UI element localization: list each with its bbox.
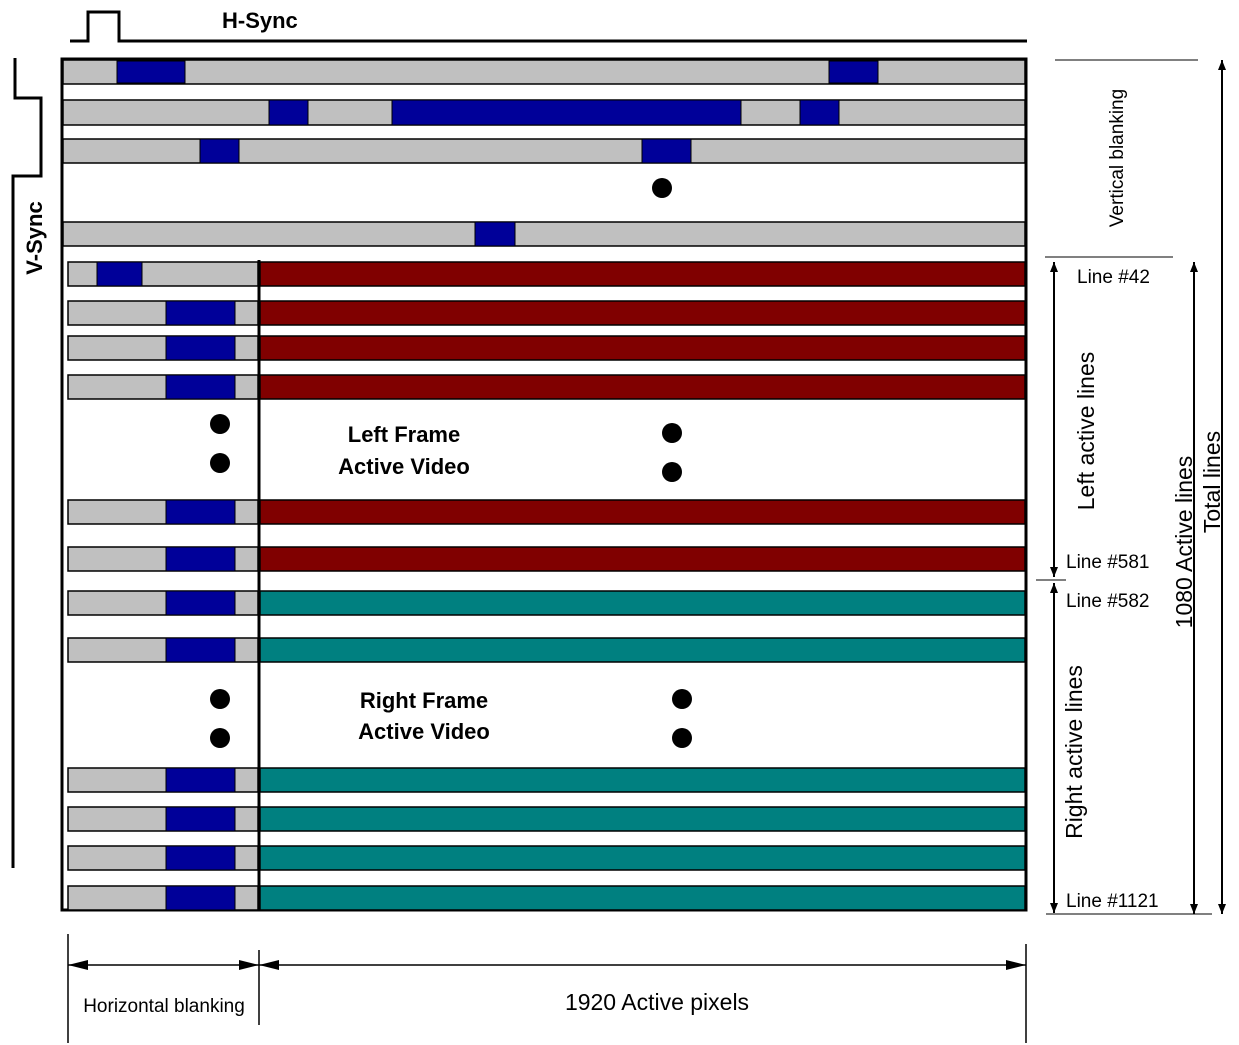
right-active-lines-label: Right active lines: [1061, 665, 1087, 839]
active-pixels-label: 1920 Active pixels: [565, 989, 749, 1015]
hsync-waveform: [70, 10, 1027, 43]
sync-pulse: [165, 374, 236, 400]
ellipsis-dot: [210, 689, 230, 709]
right-active-segment: [259, 590, 1026, 616]
left-active-segment: [259, 300, 1026, 326]
vsync-label: V-Sync: [22, 201, 47, 274]
vsync-waveform: [11, 58, 43, 868]
sync-pulse: [641, 138, 692, 164]
sync-pulse: [268, 99, 309, 126]
left-active-segment: [259, 374, 1026, 400]
active-line-first: [67, 261, 1026, 287]
line-1121-label: Line #1121: [1066, 891, 1159, 912]
right-active-segment: [259, 806, 1026, 832]
ellipsis-dot: [210, 728, 230, 748]
sync-pulse: [165, 767, 236, 793]
sync-pulse: [391, 99, 742, 126]
ellipsis-dot: [672, 689, 692, 709]
left-active-segment: [259, 546, 1026, 572]
line-42-label: Line #42: [1077, 267, 1150, 288]
sync-pulse: [96, 261, 143, 287]
sync-pulse: [199, 138, 240, 164]
vertical-blanking-rows: [62, 59, 1026, 247]
sync-pulse: [165, 300, 236, 326]
right-frame-label-line2: Active Video: [358, 719, 490, 744]
ellipsis-dot: [210, 414, 230, 434]
sync-pulse: [474, 221, 516, 247]
sync-pulse: [165, 335, 236, 361]
right-active-segment: [259, 885, 1026, 911]
right-frame-lines: Right Frame Active Video: [67, 590, 1026, 911]
right-active-segment: [259, 767, 1026, 793]
left-active-lines-label: Left active lines: [1073, 352, 1099, 511]
ellipsis-dot: [652, 178, 672, 198]
line-582-label: Line #582: [1066, 591, 1149, 612]
sync-pulse: [828, 60, 879, 84]
total-lines-label: Total lines: [1199, 431, 1225, 533]
vertical-blanking-label: Vertical blanking: [1107, 89, 1128, 227]
sync-pulse: [116, 60, 186, 84]
right-active-segment: [259, 637, 1026, 663]
sync-pulse: [165, 845, 236, 871]
sync-pulse: [165, 637, 236, 663]
sync-pulse: [165, 885, 236, 911]
left-active-segment: [259, 261, 1026, 287]
horizontal-blanking-label: Horizontal blanking: [83, 996, 245, 1017]
sync-pulse: [165, 546, 236, 572]
left-active-segment: [259, 499, 1026, 525]
sync-pulse: [799, 99, 840, 126]
vblank-row: [62, 221, 1026, 247]
line-581-label: Line #581: [1066, 552, 1149, 573]
sync-pulse: [165, 806, 236, 832]
active-lines-1080-label: 1080 Active lines: [1171, 456, 1197, 629]
ellipsis-dot: [672, 728, 692, 748]
right-active-segment: [259, 845, 1026, 871]
sync-pulse: [165, 499, 236, 525]
hsync-label: H-Sync: [222, 8, 298, 33]
ellipsis-dot: [662, 462, 682, 482]
ellipsis-dot: [210, 453, 230, 473]
right-frame-label-line1: Right Frame: [360, 688, 488, 713]
left-frame-label-line2: Active Video: [338, 454, 470, 479]
ellipsis-dot: [662, 423, 682, 443]
vblank-row: [62, 59, 1026, 85]
left-active-segment: [259, 335, 1026, 361]
left-frame-label-line1: Left Frame: [348, 422, 460, 447]
sync-pulse: [165, 590, 236, 616]
